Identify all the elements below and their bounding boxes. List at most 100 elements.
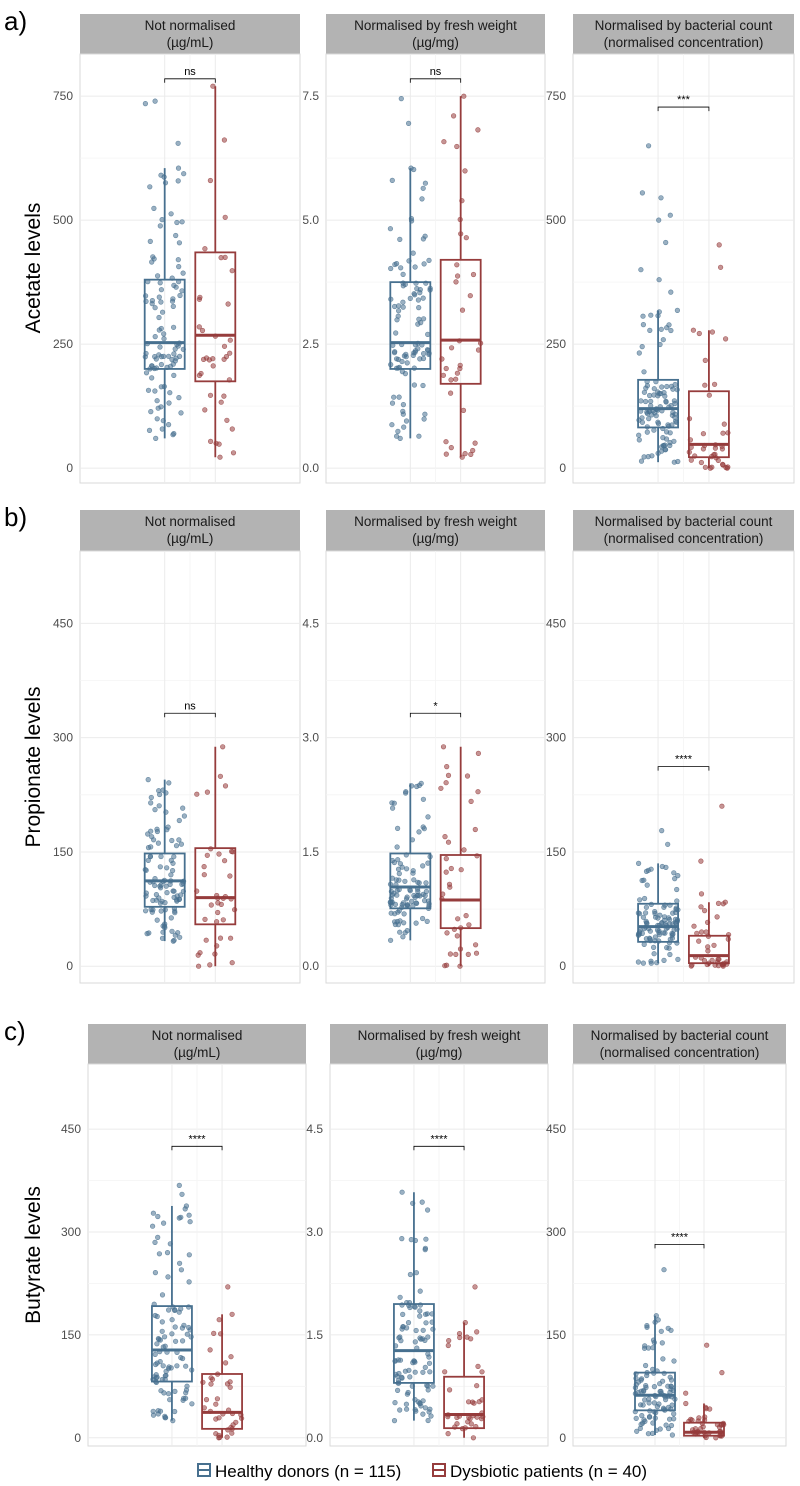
dysbiotic-point <box>704 919 711 926</box>
healthy-point <box>167 1397 173 1403</box>
dysbiotic-point <box>442 963 448 969</box>
dysbiotic-point <box>198 370 204 377</box>
healthy-point <box>407 888 413 894</box>
healthy-point <box>179 1191 185 1197</box>
dysbiotic-point <box>208 1381 214 1387</box>
healthy-point <box>389 400 396 406</box>
dysbiotic-point <box>210 363 216 369</box>
healthy-point <box>659 384 665 390</box>
healthy-point <box>643 904 650 910</box>
healthy-point <box>639 344 645 350</box>
dysbiotic-box <box>439 258 482 385</box>
healthy-point <box>170 888 176 894</box>
healthy-point <box>428 1413 434 1419</box>
significance-bracket <box>164 78 216 83</box>
healthy-point <box>651 951 657 957</box>
dysbiotic-point <box>456 1413 463 1419</box>
healthy-point <box>161 336 167 342</box>
dysbiotic-point <box>442 1369 448 1375</box>
dysbiotic-point <box>448 445 454 451</box>
healthy-point <box>658 1328 664 1334</box>
healthy-point <box>665 1425 672 1432</box>
healthy-point <box>640 313 646 319</box>
healthy-point <box>166 780 172 786</box>
dysbiotic-point <box>470 447 476 454</box>
healthy-point <box>633 1371 639 1377</box>
healthy-point <box>639 415 645 421</box>
healthy-point <box>394 844 400 850</box>
dysbiotic-point <box>227 337 233 343</box>
dysbiotic-point <box>215 909 221 916</box>
facet-subtitle: (normalised concentration) <box>600 1045 760 1060</box>
dysbiotic-point <box>724 959 730 965</box>
dysbiotic-point <box>716 242 722 248</box>
dysbiotic-point <box>203 1396 210 1403</box>
facet-strip <box>573 14 794 54</box>
healthy-point <box>403 852 409 858</box>
healthy-point <box>183 1390 189 1396</box>
healthy-point <box>667 212 673 218</box>
dysbiotic-point <box>229 1410 236 1417</box>
healthy-point <box>184 1331 190 1337</box>
dysbiotic-point <box>445 1430 451 1437</box>
healthy-point <box>674 886 680 893</box>
healthy-point <box>157 1358 163 1365</box>
y-tick-label: 0 <box>559 461 566 475</box>
healthy-point <box>176 395 182 401</box>
dysbiotic-point <box>220 1411 226 1417</box>
y-tick-label: 1.5 <box>306 1328 323 1342</box>
healthy-point <box>672 875 678 882</box>
healthy-point <box>167 1241 173 1247</box>
facet-strip <box>80 510 300 551</box>
healthy-point <box>154 398 160 404</box>
healthy-point <box>661 1267 667 1273</box>
healthy-point <box>157 344 163 350</box>
dysbiotic-point <box>214 1396 220 1402</box>
dysbiotic-point <box>228 935 234 941</box>
dysbiotic-point <box>440 744 447 750</box>
healthy-point <box>388 937 394 943</box>
healthy-point <box>161 331 167 337</box>
legend: Healthy donors (n = 115) Dysbiotic patie… <box>197 1462 647 1481</box>
healthy-point <box>425 1351 431 1357</box>
dysbiotic-point <box>443 780 449 786</box>
healthy-point <box>403 790 409 796</box>
healthy-point <box>172 358 178 364</box>
dysbiotic-point <box>459 1425 466 1432</box>
healthy-point <box>397 1294 403 1300</box>
healthy-point <box>671 459 677 465</box>
healthy-point <box>650 944 657 951</box>
healthy-point <box>422 1364 428 1370</box>
dysbiotic-point <box>711 942 717 948</box>
healthy-point <box>391 350 398 356</box>
healthy-point <box>173 284 179 290</box>
healthy-point <box>168 915 174 921</box>
healthy-point <box>416 305 422 311</box>
healthy-point <box>402 371 409 377</box>
healthy-point <box>663 436 670 442</box>
healthy-point <box>387 226 394 232</box>
y-tick-label: 4.5 <box>302 616 319 630</box>
healthy-point <box>172 1307 178 1313</box>
y-tick-label: 750 <box>53 89 73 103</box>
healthy-point <box>175 165 182 171</box>
dysbiotic-point <box>448 377 454 383</box>
healthy-point <box>642 1418 648 1424</box>
dysbiotic-point <box>690 327 697 333</box>
healthy-point <box>389 422 395 428</box>
healthy-point <box>183 1363 189 1369</box>
healthy-point <box>430 1326 436 1332</box>
healthy-point <box>638 398 644 404</box>
healthy-point <box>154 828 160 835</box>
healthy-point <box>663 399 669 405</box>
healthy-point <box>405 1319 412 1326</box>
significance-label: ns <box>184 66 196 78</box>
healthy-point <box>642 910 649 916</box>
healthy-point <box>638 408 644 414</box>
dysbiotic-point <box>454 262 460 268</box>
facet-panel-2: Normalised by fresh weight (µg/mg) 0.0 2.5 5… <box>302 14 546 484</box>
healthy-point <box>396 394 402 400</box>
healthy-point <box>156 1251 162 1257</box>
healthy-point <box>158 361 164 368</box>
dysbiotic-point <box>466 1414 472 1420</box>
